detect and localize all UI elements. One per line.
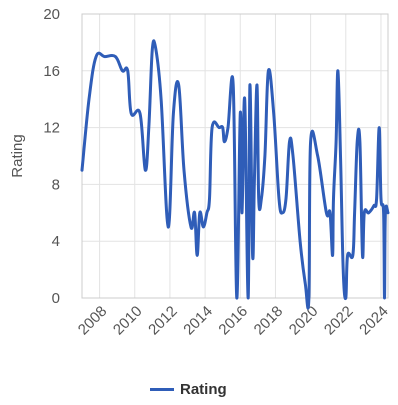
x-axis-ticks: 2008 2010 2012 2014 2016 2018 2020 2022 2024 xyxy=(75,303,392,339)
x-tick-label: 2012 xyxy=(145,303,181,339)
y-tick-label: 16 xyxy=(43,63,60,80)
x-tick-label: 2008 xyxy=(75,303,111,339)
y-tick-label: 8 xyxy=(52,176,60,193)
series-layer xyxy=(80,39,390,310)
x-tick-label: 2016 xyxy=(215,303,251,339)
y-tick-label: 12 xyxy=(43,120,60,137)
x-tick-label: 2018 xyxy=(251,303,287,339)
y-tick-label: 4 xyxy=(52,233,60,250)
x-tick-label: 2024 xyxy=(356,303,392,339)
x-tick-label: 2014 xyxy=(180,303,216,339)
legend-label-rating: Rating xyxy=(180,381,227,398)
x-tick-label: 2020 xyxy=(286,303,322,339)
x-tick-label: 2010 xyxy=(110,303,146,339)
legend-swatch xyxy=(150,388,174,391)
y-axis-ticks: 0 4 8 12 16 20 xyxy=(43,6,60,307)
series-line-rating xyxy=(80,39,390,310)
x-tick-label: 2022 xyxy=(321,303,357,339)
legend: Rating xyxy=(150,381,227,398)
y-tick-label: 20 xyxy=(43,6,60,23)
y-tick-label: 0 xyxy=(52,290,60,307)
y-axis-label: Rating xyxy=(9,134,26,177)
